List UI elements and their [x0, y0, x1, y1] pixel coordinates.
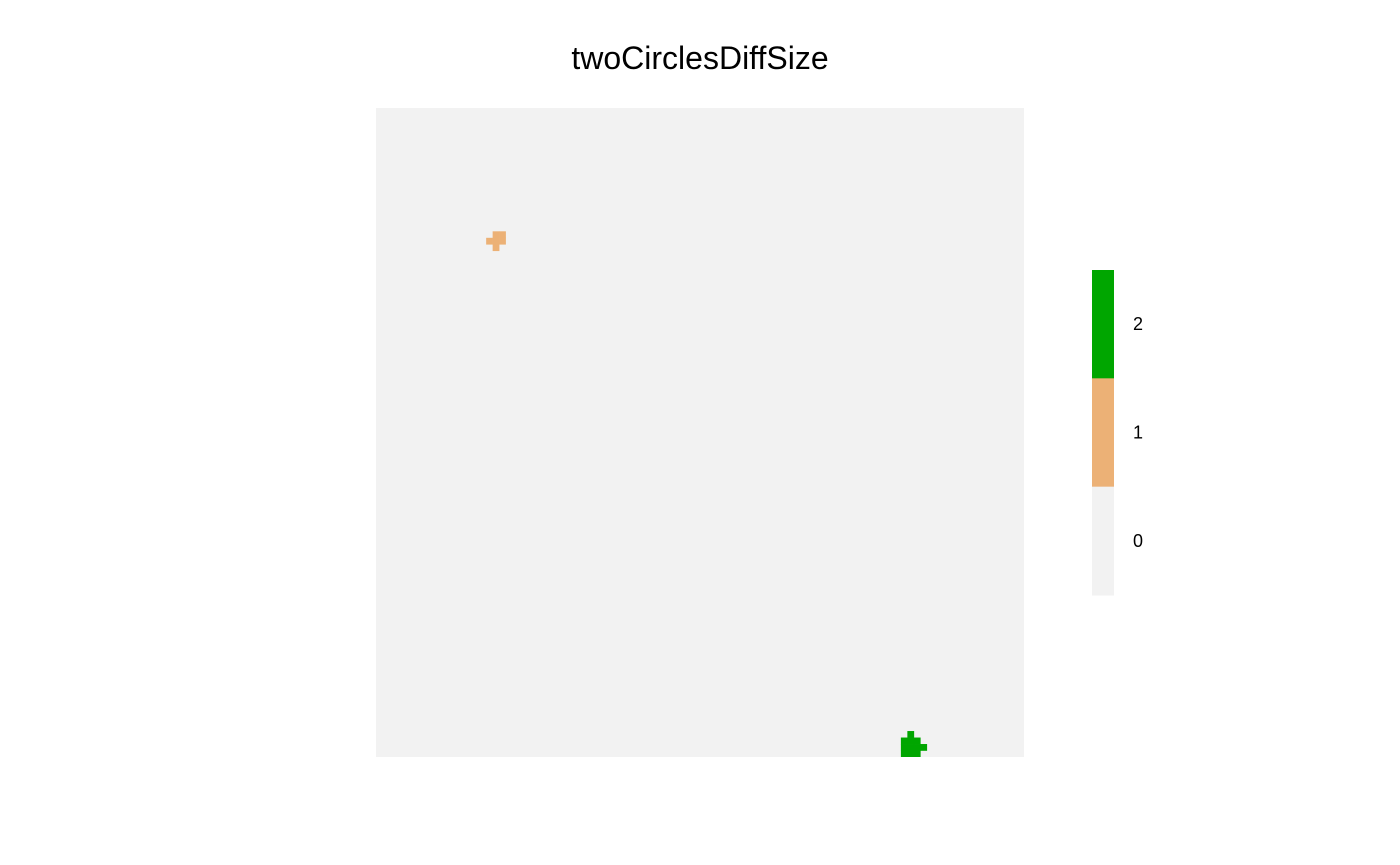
raster-cell-value-2 [913, 737, 921, 745]
raster-cell-value-1 [492, 237, 500, 245]
raster-cell-value-1 [492, 231, 500, 239]
legend-swatch-1 [1092, 378, 1114, 488]
raster-cell-value-2 [907, 750, 915, 757]
raster-map [376, 108, 1024, 757]
raster-background [376, 108, 1024, 757]
raster-cell-value-2 [907, 731, 915, 738]
legend-labels: 2 1 0 [1133, 314, 1143, 551]
legend-label-0: 0 [1133, 531, 1143, 551]
raster-cell-value-2 [900, 737, 908, 745]
legend-label-1: 1 [1133, 423, 1143, 443]
legend-swatch-0 [1092, 486, 1114, 596]
chart-title: twoCirclesDiffSize [571, 40, 829, 76]
raster-cell-value-2 [913, 750, 921, 757]
raster-cell-value-1 [499, 237, 506, 245]
raster-cells [486, 231, 928, 757]
raster-cell-value-2 [920, 744, 928, 751]
raster-cell-value-1 [486, 237, 493, 245]
raster-cell-value-2 [900, 744, 908, 751]
raster-cell-value-2 [900, 750, 908, 757]
color-legend: 2 1 0 [1092, 270, 1143, 596]
raster-cell-value-2 [913, 744, 921, 751]
legend-label-2: 2 [1133, 314, 1143, 334]
legend-swatch-2 [1092, 270, 1114, 379]
raster-cell-value-1 [499, 231, 506, 239]
raster-cell-value-1 [492, 244, 500, 252]
legend-swatches [1092, 270, 1114, 596]
raster-cell-value-2 [907, 744, 915, 751]
raster-cell-value-2 [907, 737, 915, 745]
